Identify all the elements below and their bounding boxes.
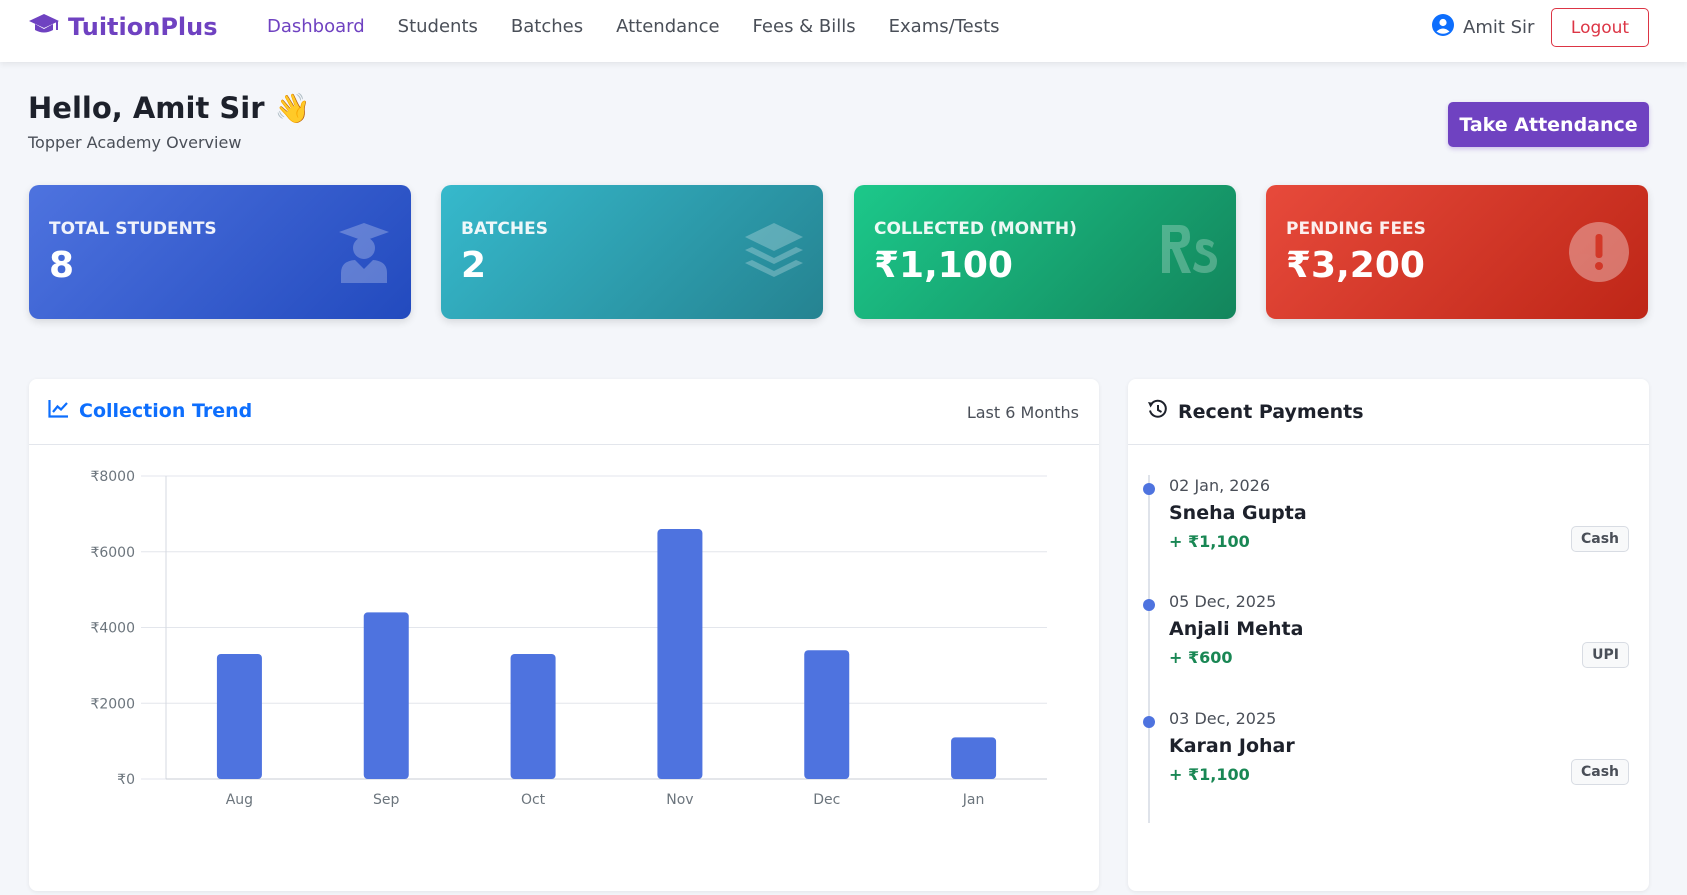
take-attendance-button[interactable]: Take Attendance [1448, 102, 1649, 147]
nav-link-attendance[interactable]: Attendance [616, 16, 720, 37]
panel-header: Recent Payments [1128, 379, 1649, 445]
timeline-line [1148, 475, 1150, 823]
stat-value: ₹3,200 [1286, 245, 1425, 286]
logout-button[interactable]: Logout [1551, 8, 1649, 47]
payment-mode-badge: Cash [1570, 759, 1629, 785]
panel-title: Collection Trend [48, 399, 252, 423]
payment-mode-badge: Cash [1570, 526, 1629, 552]
x-tick-label: Nov [666, 792, 693, 808]
nav-link-dashboard[interactable]: Dashboard [267, 16, 365, 37]
stat-label: COLLECTED (MONTH) [874, 219, 1077, 239]
stat-card-batches: BATCHES 2 [441, 185, 823, 319]
stat-card-total-students: TOTAL STUDENTS 8 [29, 185, 411, 319]
stat-label: BATCHES [461, 219, 548, 239]
bar-aug [216, 654, 262, 779]
x-tick-label: Sep [373, 792, 400, 808]
nav-link-students[interactable]: Students [397, 16, 478, 37]
waving-hand-icon: 👋 [274, 91, 311, 125]
payment-item[interactable]: 05 Dec, 2025 Anjali Mehta + ₹600 UPI [1128, 592, 1649, 692]
nav-link-batches[interactable]: Batches [510, 16, 584, 37]
collection-bar-chart: ₹0 ₹2000 ₹4000 ₹6000 ₹8000 Aug Sep Oct Nov Dec Jan [90, 469, 1047, 808]
rupee-rs-icon [1158, 219, 1218, 283]
bar-jan [951, 737, 997, 779]
history-icon [1147, 399, 1168, 425]
bar-dec [804, 650, 850, 779]
timeline-dot [1143, 599, 1155, 611]
bar-sep [363, 612, 409, 779]
page-subtitle: Topper Academy Overview [28, 133, 242, 152]
nav-link-fees-bills[interactable]: Fees & Bills [752, 16, 856, 37]
main-nav: Dashboard Students Batches Attendance Fe… [267, 16, 1000, 37]
stat-value: ₹1,100 [874, 245, 1013, 286]
y-tick-label: ₹2000 [90, 696, 135, 712]
trend-title-text: Collection Trend [79, 400, 253, 422]
payment-date: 03 Dec, 2025 [1169, 709, 1277, 728]
stat-card-collected-month: COLLECTED (MONTH) ₹1,100 [854, 185, 1236, 319]
payment-student-name: Anjali Mehta [1169, 618, 1304, 640]
x-tick-label: Oct [521, 792, 546, 808]
payment-student-name: Sneha Gupta [1169, 502, 1307, 524]
period-label: Last 6 Months [966, 403, 1079, 422]
payment-student-name: Karan Johar [1169, 735, 1295, 757]
greeting-heading: Hello, Amit Sir 👋 [28, 91, 311, 126]
stat-label: PENDING FEES [1286, 219, 1426, 239]
x-tick-label: Aug [226, 792, 253, 808]
payment-amount: + ₹1,100 [1169, 532, 1250, 551]
y-tick-label: ₹0 [117, 772, 135, 788]
recent-payments-panel: Recent Payments 02 Jan, 2026 Sneha Gupta… [1128, 379, 1649, 891]
user-name: Amit Sir [1463, 17, 1535, 38]
timeline-dot [1143, 716, 1155, 728]
exclamation-circle-icon [1568, 221, 1630, 287]
payment-amount: + ₹1,100 [1169, 765, 1250, 784]
brand-name: TuitionPlus [68, 13, 218, 41]
payment-date: 05 Dec, 2025 [1169, 592, 1277, 611]
nav-link-exams-tests[interactable]: Exams/Tests [888, 16, 1000, 37]
payment-item[interactable]: 02 Jan, 2026 Sneha Gupta + ₹1,100 Cash [1128, 476, 1649, 576]
x-tick-label: Jan [962, 792, 985, 808]
payment-mode-badge: UPI [1582, 642, 1629, 668]
top-navbar: TuitionPlus Dashboard Students Batches A… [0, 0, 1687, 62]
payment-amount: + ₹600 [1169, 648, 1233, 667]
stat-label: TOTAL STUDENTS [49, 219, 217, 239]
brand[interactable]: TuitionPlus [28, 12, 218, 42]
y-tick-label: ₹4000 [90, 621, 135, 637]
bar-nov [657, 529, 703, 779]
payments-title-text: Recent Payments [1178, 401, 1364, 423]
user-menu[interactable]: Amit Sir [1432, 14, 1534, 41]
line-chart-icon [48, 399, 69, 423]
bar-oct [510, 654, 556, 779]
x-tick-label: Dec [813, 792, 840, 808]
timeline-dot [1143, 483, 1155, 495]
y-tick-label: ₹6000 [90, 545, 135, 561]
greeting-text: Hello, Amit Sir [28, 91, 265, 125]
collection-trend-panel: Collection Trend Last 6 Months ₹0 ₹2000 ₹4… [29, 379, 1099, 891]
user-graduate-icon [335, 221, 393, 287]
stat-card-pending-fees: PENDING FEES ₹3,200 [1266, 185, 1648, 319]
stat-value: 2 [461, 245, 487, 286]
stat-value: 8 [49, 245, 75, 286]
panel-title: Recent Payments [1147, 399, 1364, 425]
graduation-cap-icon [28, 12, 60, 42]
user-circle-icon [1432, 14, 1454, 41]
payment-item[interactable]: 03 Dec, 2025 Karan Johar + ₹1,100 Cash [1128, 709, 1649, 809]
layers-icon [743, 221, 805, 285]
payment-date: 02 Jan, 2026 [1169, 476, 1270, 495]
panel-header: Collection Trend Last 6 Months [29, 379, 1099, 445]
y-tick-label: ₹8000 [90, 469, 135, 485]
